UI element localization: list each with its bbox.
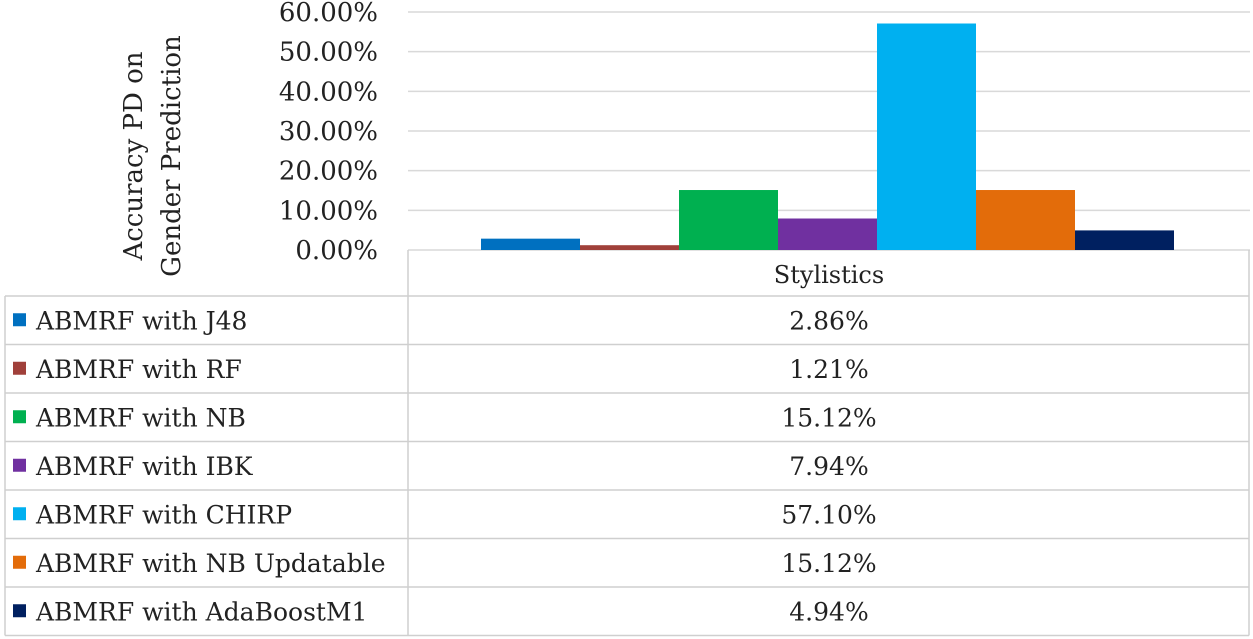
- legend-label: ABMRF with AdaBoostM1: [35, 597, 367, 626]
- legend-label: ABMRF with RF: [35, 355, 242, 384]
- legend-swatch: [13, 313, 26, 327]
- gridlines: [408, 11, 1250, 251]
- data-label: 15.12%: [781, 549, 876, 578]
- data-label: 57.10%: [781, 500, 876, 529]
- bar: [481, 238, 580, 250]
- y-axis-label-line-2: Gender Prediction: [157, 35, 187, 277]
- legend-swatch: [13, 410, 26, 424]
- y-axis-ticks: 0.00% 10.00% 20.00% 30.00% 40.00% 50.00% 60.00…: [279, 0, 378, 266]
- data-table: Stylistics ABMRF with J48 2.86% ABMRF with…: [4, 250, 1250, 637]
- bar: [580, 245, 679, 250]
- legend-label: ABMRF with J48: [35, 306, 247, 335]
- bar: [1075, 230, 1174, 250]
- bar: [778, 218, 877, 250]
- y-axis-label-line-1: Accuracy PD on: [119, 51, 149, 261]
- legend-label: ABMRF with IBK: [35, 452, 254, 481]
- y-tick-label: 0.00%: [295, 236, 378, 266]
- legend-label: ABMRF with CHIRP: [35, 500, 292, 529]
- legend-label: ABMRF with NB Updatable: [35, 549, 386, 578]
- bars: [481, 23, 1174, 251]
- y-tick-label: 20.00%: [279, 157, 378, 187]
- legend-swatch: [13, 555, 26, 569]
- legend-swatch: [13, 507, 26, 521]
- y-tick-label: 10.00%: [279, 196, 378, 226]
- legend-swatch: [13, 458, 26, 472]
- y-tick-label: 30.00%: [279, 117, 378, 147]
- legend-label: ABMRF with NB: [35, 403, 246, 432]
- y-tick-label: 50.00%: [279, 38, 378, 68]
- legend-swatch: [13, 361, 26, 375]
- data-label: 7.94%: [789, 452, 868, 481]
- data-label: 1.21%: [789, 355, 868, 384]
- data-label: 4.94%: [789, 597, 868, 626]
- bar: [877, 23, 976, 251]
- data-label: 15.12%: [781, 403, 876, 432]
- y-tick-label: 40.00%: [279, 77, 378, 107]
- y-tick-label: 60.00%: [279, 0, 378, 28]
- data-label: 2.86%: [789, 306, 868, 335]
- category-label: Stylistics: [774, 261, 884, 289]
- bar: [976, 190, 1075, 250]
- bar: [679, 190, 778, 250]
- legend-swatch: [13, 604, 26, 618]
